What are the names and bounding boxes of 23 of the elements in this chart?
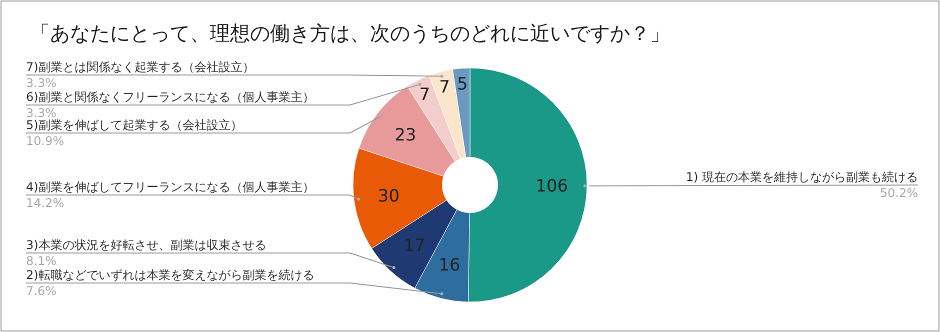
data-label: 23 bbox=[394, 126, 416, 146]
text: 3.3% bbox=[26, 76, 56, 90]
slice-label: 2)転職などでいずれは本業を変えながら副業を続ける bbox=[26, 268, 314, 282]
slice-label: 3)本業の状況を好転させ、副業は収束させる bbox=[26, 238, 266, 252]
data-label: 7 bbox=[439, 77, 450, 98]
data-label: 16 bbox=[438, 255, 460, 276]
data-label: 17 bbox=[404, 236, 426, 256]
slice-label: 6)副業と関係なくフリーランスになる（個人事業主） bbox=[26, 90, 314, 104]
slice-label: 7)副業とは関係なく起業する（会社設立） bbox=[26, 60, 254, 74]
text: 50.2% bbox=[880, 186, 918, 200]
slice-label: 1) 現在の本業を維持しながら副業も続ける bbox=[686, 170, 918, 184]
text: 14.2% bbox=[26, 196, 64, 210]
slice-label: 5)副業を伸ばして起業する（会社設立） bbox=[26, 118, 242, 132]
data-label: 5 bbox=[457, 74, 468, 94]
data-label: 7 bbox=[419, 84, 430, 105]
data-label: 106 bbox=[536, 176, 568, 197]
text: 8.1% bbox=[26, 254, 56, 268]
text: 7.6% bbox=[26, 284, 56, 298]
chart-title: 「あなたにとって、理想の働き方は、次のうちのどれに近いですか？」 bbox=[30, 21, 670, 45]
text: 10.9% bbox=[26, 134, 64, 148]
text: 3.3% bbox=[26, 106, 56, 120]
slice-label: 4)副業を伸ばしてフリーランスになる（個人事業主） bbox=[26, 180, 314, 194]
data-label: 30 bbox=[378, 186, 400, 206]
